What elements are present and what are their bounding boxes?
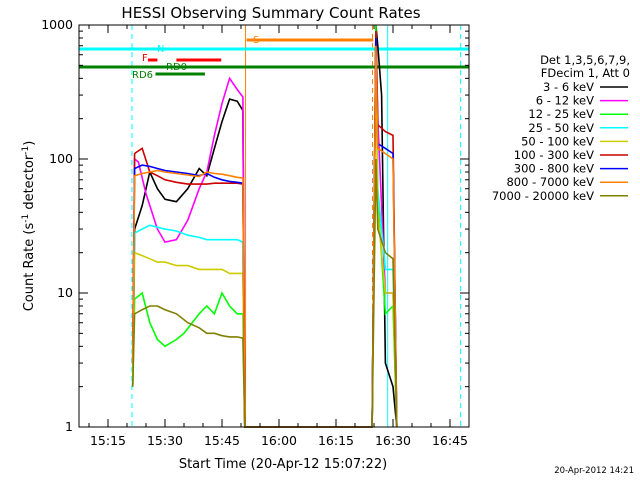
flag-label-s: S: [253, 35, 259, 46]
x-tick-label: 16:15: [318, 433, 354, 448]
y-label-sup1: -1: [21, 214, 31, 223]
legend-entry-label: 6 - 12 keV: [536, 94, 594, 108]
legend-entry-label: 25 - 50 keV: [528, 121, 594, 135]
footer-date: 20-Apr-2012 14:21: [554, 466, 634, 476]
x-tick-label: 16:30: [375, 433, 411, 448]
legend-entry-label: 800 - 7000 keV: [506, 175, 594, 189]
x-axis: 15:15 15:30 15:45 16:00 16:15 16:30 16:45: [88, 25, 470, 448]
x-tick-label: 16:00: [261, 433, 297, 448]
y-label-part2: detector: [22, 154, 37, 214]
legend-entry-label: 50 - 100 keV: [521, 134, 594, 148]
legend-entry-label: 7000 - 20000 keV: [492, 189, 594, 203]
y-axis: 1 10 100 1000: [41, 17, 469, 434]
plot-frame: [78, 24, 470, 428]
flag-label-f: F: [142, 53, 148, 64]
legend-header-line1: Det 1,3,5,6,7,9,: [540, 53, 630, 67]
y-tick-label: 1: [65, 419, 73, 434]
x-tick-label: 15:30: [147, 433, 183, 448]
series-line-8: [131, 158, 398, 428]
chart-title: HESSI Observing Summary Count Rates: [121, 4, 420, 22]
flag-bars: NF RD0 RD6 S: [79, 35, 469, 81]
y-tick-label: 100: [49, 151, 73, 166]
x-tick-label: 15:45: [204, 433, 240, 448]
flag-label-rd6: RD6: [132, 70, 153, 81]
x-axis-label: Start Time (20-Apr-12 15:07:22): [179, 457, 387, 472]
legend-entry-label: 12 - 25 keV: [528, 107, 594, 121]
y-tick-label: 10: [57, 285, 73, 300]
legend-entry-label: 3 - 6 keV: [543, 80, 594, 94]
series-lines: [131, 24, 398, 428]
legend-header-line2: FDecim 1, Att 0: [541, 66, 630, 80]
flag-label-rd0: RD0: [166, 62, 187, 73]
y-label-part1: Count Rate (s: [22, 223, 37, 312]
series-line-0: [131, 24, 398, 428]
legend-entry-label: 300 - 800 keV: [514, 162, 594, 176]
series-line-7: [131, 45, 398, 428]
y-label-sup2: -1: [21, 146, 31, 155]
legend-entry-label: 100 - 300 keV: [514, 148, 594, 162]
y-axis-label: Count Rate (s-1 detector-1): [21, 141, 37, 312]
y-tick-label: 1000: [41, 17, 73, 32]
x-tick-label: 16:45: [432, 433, 468, 448]
flag-label-n: N: [157, 44, 164, 55]
y-label-part3: ): [22, 141, 37, 146]
legend: Det 1,3,5,6,7,9, FDecim 1, Att 0 3 - 6 k…: [492, 53, 630, 203]
x-tick-label: 15:15: [90, 433, 126, 448]
